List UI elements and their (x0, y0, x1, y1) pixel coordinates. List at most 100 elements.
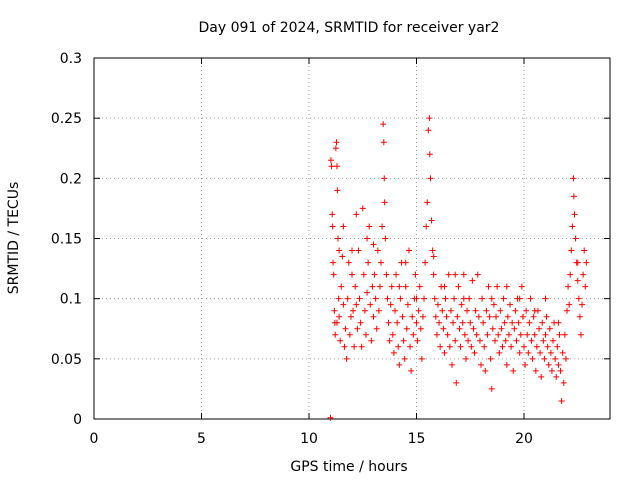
data-point (530, 313, 537, 320)
data-point (575, 295, 582, 302)
data-point (430, 253, 437, 260)
data-point (445, 271, 452, 278)
data-point (389, 331, 396, 338)
data-point (331, 307, 338, 314)
data-point (486, 313, 493, 320)
data-point (555, 361, 562, 368)
data-point (371, 271, 378, 278)
data-point (367, 301, 374, 308)
data-point (471, 349, 478, 356)
data-point (339, 253, 346, 260)
y-tick-label: 0.25 (51, 111, 82, 127)
data-points (327, 115, 590, 421)
data-point (358, 343, 365, 350)
data-point (459, 319, 466, 326)
data-point (482, 367, 489, 374)
data-point (422, 259, 429, 266)
data-point (542, 295, 549, 302)
data-point (581, 247, 588, 254)
data-point (337, 337, 344, 344)
data-point (386, 337, 393, 344)
y-tick-label: 0 (73, 412, 82, 428)
data-point (531, 331, 538, 338)
data-point (499, 343, 506, 350)
data-point (555, 319, 562, 326)
data-point (443, 313, 450, 320)
data-point (541, 355, 548, 362)
data-point (526, 319, 533, 326)
data-point (393, 271, 400, 278)
data-point (452, 271, 459, 278)
data-point (376, 283, 383, 290)
data-point (400, 337, 407, 344)
data-point (517, 331, 524, 338)
data-point (570, 175, 577, 182)
data-point (447, 307, 454, 314)
data-point (521, 343, 527, 350)
data-point (524, 331, 531, 338)
data-point (349, 271, 355, 278)
data-point (402, 259, 409, 266)
data-point (548, 367, 555, 374)
data-point (370, 313, 377, 320)
data-point (361, 307, 368, 314)
data-point (488, 295, 495, 302)
data-point (544, 343, 551, 350)
data-point (372, 295, 379, 302)
data-point (415, 307, 422, 314)
data-point (527, 295, 534, 302)
data-point (392, 307, 398, 314)
data-point (428, 217, 435, 224)
data-point (516, 349, 523, 356)
data-point (522, 361, 529, 368)
x-tick-label: 15 (408, 431, 426, 447)
data-point (340, 223, 347, 230)
data-point (547, 349, 554, 356)
data-point (513, 337, 520, 344)
data-point (419, 313, 426, 320)
data-point (350, 307, 357, 314)
data-point (494, 283, 501, 290)
data-point (444, 331, 451, 338)
data-point (532, 367, 539, 374)
data-point (441, 349, 448, 356)
data-point (580, 271, 587, 278)
data-point (519, 313, 526, 320)
data-point (380, 121, 387, 128)
data-point (448, 361, 455, 368)
data-point (383, 271, 390, 278)
data-point (394, 319, 401, 326)
data-point (508, 343, 515, 350)
data-point (356, 295, 363, 302)
data-point (481, 343, 488, 350)
data-point (577, 331, 584, 338)
data-point (426, 151, 433, 158)
data-point (539, 319, 546, 326)
data-point (387, 301, 394, 308)
data-point (509, 319, 516, 326)
data-point (333, 163, 340, 170)
data-point (365, 259, 372, 266)
data-point (552, 355, 559, 362)
data-point (491, 337, 498, 344)
data-point (538, 373, 545, 380)
data-point (533, 343, 540, 350)
data-point (572, 235, 579, 242)
data-point (503, 283, 510, 290)
data-point (414, 337, 421, 344)
data-point (385, 319, 392, 326)
data-point (512, 307, 519, 314)
data-point (399, 313, 406, 320)
data-point (431, 295, 438, 302)
data-point (571, 211, 578, 218)
data-point (336, 313, 343, 320)
data-point (380, 139, 387, 146)
data-point (362, 331, 369, 338)
data-point (441, 283, 448, 290)
data-point (366, 223, 373, 230)
data-point (500, 295, 507, 302)
data-point (528, 337, 535, 344)
data-point (413, 319, 420, 326)
data-point (484, 331, 491, 338)
y-tick-label: 0.15 (51, 232, 82, 248)
